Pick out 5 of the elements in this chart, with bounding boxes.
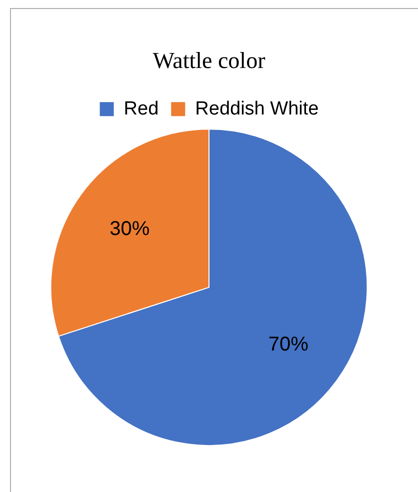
legend-label: Red xyxy=(124,98,159,120)
data-label: 70% xyxy=(268,333,309,356)
data-label: 30% xyxy=(110,218,150,240)
chart-title: Wattle color xyxy=(152,48,266,73)
legend-label: Reddish White xyxy=(195,98,319,120)
